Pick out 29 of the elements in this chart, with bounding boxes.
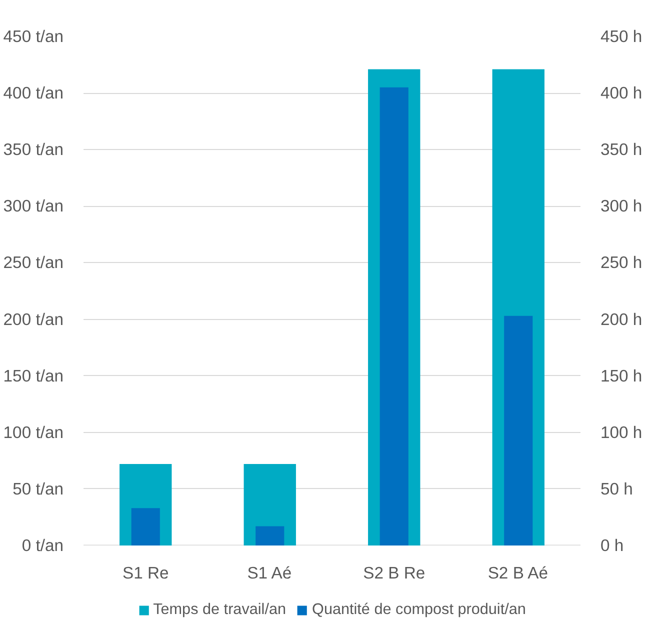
x-tick-label: S1 Aé <box>247 564 292 582</box>
y2-tick-label: 250 h <box>600 253 642 272</box>
x-tick-label: S1 Re <box>122 564 169 582</box>
y-tick-label: 350 t/an <box>3 140 64 160</box>
y-tick-label: 0 t/an <box>22 536 64 555</box>
x-tick-label: S2 B Re <box>363 564 426 582</box>
y2-tick-label: 0 h <box>600 536 624 555</box>
y-tick-label: 100 t/an <box>3 422 64 442</box>
y2-tick-label: 200 h <box>600 310 642 329</box>
y2-tick-label: 100 h <box>600 422 642 442</box>
y2-tick-label: 150 h <box>600 366 642 386</box>
y2-tick-label: 50 h <box>600 479 633 498</box>
y-tick-label: 450 t/an <box>3 27 64 46</box>
x-tick-label: S2 B Aé <box>488 564 548 582</box>
y2-tick-label: 300 h <box>600 196 642 216</box>
y-tick-label: 150 t/an <box>3 366 64 386</box>
bar <box>256 526 284 546</box>
y-tick-label: 300 t/an <box>3 196 64 216</box>
legend-label: Temps de travail/an <box>153 601 286 619</box>
y-tick-label: 400 t/an <box>3 84 64 103</box>
y2-tick-label: 400 h <box>600 84 642 103</box>
y-tick-label: 250 t/an <box>3 253 64 272</box>
y-tick-label: 50 t/an <box>12 479 64 498</box>
y2-tick-label: 350 h <box>600 140 642 160</box>
bar <box>504 316 533 546</box>
y-tick-label: 200 t/an <box>3 310 64 329</box>
y2-tick-label: 450 h <box>600 27 642 46</box>
legend-label: Quantité de compost produit/an <box>312 601 526 619</box>
bar <box>131 508 160 546</box>
